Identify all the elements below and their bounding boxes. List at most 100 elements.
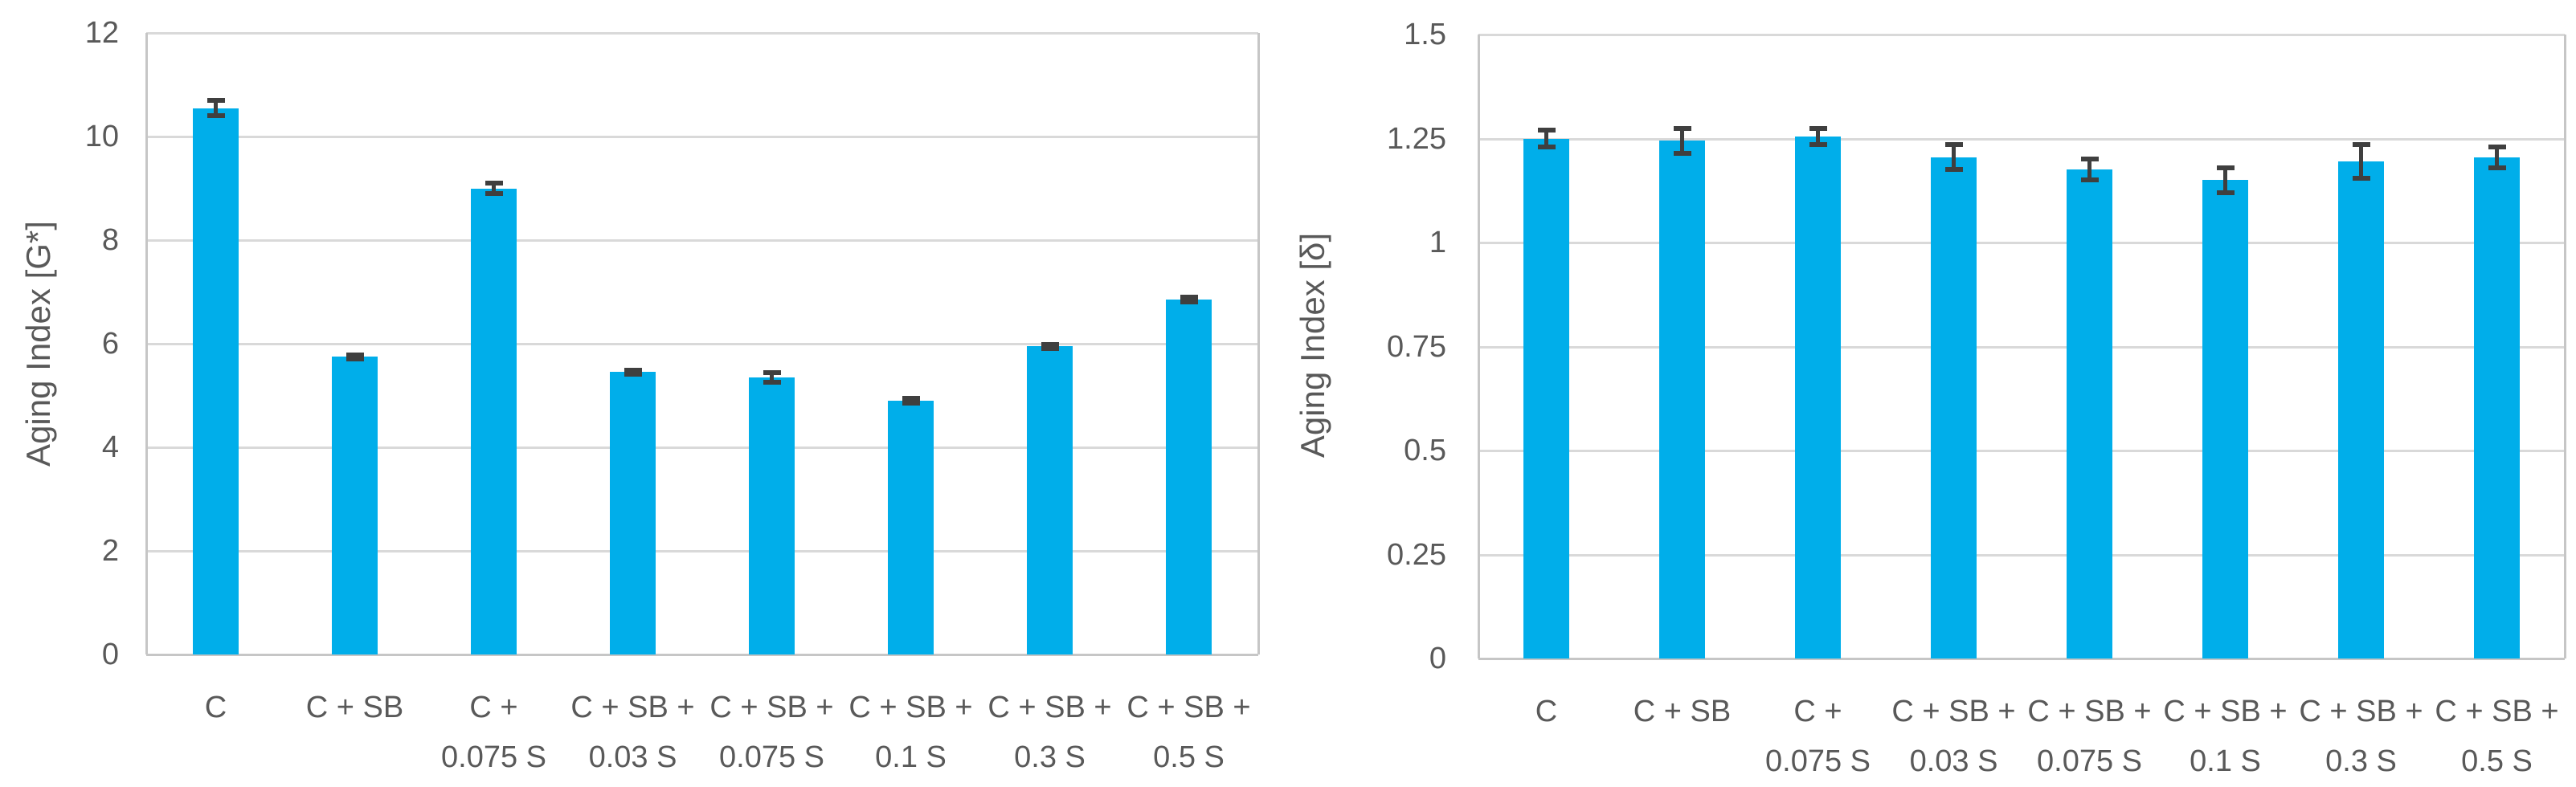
plot-right-border — [2564, 35, 2566, 659]
x-category-label: C + SB + 0.3 S — [980, 683, 1119, 787]
error-bar-bottom-cap — [1180, 300, 1198, 305]
x-axis-line — [1478, 658, 2565, 660]
error-bar-top-cap — [1537, 128, 1556, 133]
error-bar-top-cap — [1809, 125, 1827, 131]
error-bar-bottom-cap — [1944, 167, 1963, 173]
bar — [332, 357, 378, 654]
error-bar-top-cap — [346, 352, 364, 357]
x-category-label-line: 0.03 S — [1909, 744, 1998, 778]
gridline — [146, 136, 1258, 138]
x-category-label-line: C + SB + — [2435, 695, 2559, 728]
y-tick-label: 1.25 — [1387, 121, 1446, 156]
x-category-label-line: 0.03 S — [588, 740, 677, 774]
x-category-label: C + SB + 0.5 S — [2429, 687, 2565, 787]
error-bar — [2087, 159, 2091, 181]
x-category-label-line: C + SB + — [1126, 691, 1251, 724]
x-category-label-line: C + — [1793, 695, 1842, 728]
x-category-label: C + SB + 0.1 S — [841, 683, 980, 787]
x-category-label-line: C + SB — [1633, 695, 1732, 728]
error-bar-top-cap — [2080, 157, 2099, 162]
error-bar-bottom-cap — [2080, 177, 2099, 183]
x-category-label-line: C — [1535, 695, 1558, 728]
bar — [2338, 161, 2384, 659]
x-category-label-line: C + SB + — [2027, 695, 2152, 728]
y-tick-label: 1.5 — [1404, 18, 1446, 51]
error-bar-top-cap — [485, 181, 503, 186]
x-category-label-line: 0.075 S — [719, 740, 824, 774]
x-category-label: C + SB + 0.5 S — [1119, 683, 1258, 787]
x-category-label-line: 0.1 S — [875, 740, 947, 774]
x-category-label: C + SB + 0.03 S — [1886, 687, 2022, 787]
error-bar-top-cap — [1041, 341, 1059, 347]
error-bar-bottom-cap — [346, 356, 364, 361]
error-bar-bottom-cap — [2488, 165, 2506, 170]
x-category-label-line: 0.075 S — [2037, 744, 2142, 778]
bar — [2202, 180, 2248, 659]
x-category-label-line: C + SB + — [987, 691, 1112, 724]
error-bar-top-cap — [2216, 165, 2235, 170]
y-tick-label: 10 — [84, 120, 119, 153]
gridline — [146, 550, 1258, 553]
y-tick-label: 6 — [101, 327, 119, 361]
x-category-label-line: C + SB + — [2163, 695, 2288, 728]
x-category-label-line: 0.3 S — [1014, 740, 1086, 774]
error-bar-top-cap — [2488, 144, 2506, 149]
gridline — [1478, 137, 2565, 141]
gridline — [1478, 34, 2565, 36]
error-bar — [2359, 145, 2363, 178]
x-category-label: C + SB + 0.03 S — [563, 683, 702, 787]
x-category-label: C — [1478, 687, 1614, 787]
bar — [193, 108, 239, 654]
bar — [1523, 138, 1569, 659]
bar — [471, 188, 517, 654]
y-tick-label: 2 — [101, 534, 119, 568]
gridline — [146, 447, 1258, 449]
y-tick-label: 0.25 — [1387, 537, 1446, 572]
gridline — [1478, 345, 2565, 349]
error-bar-bottom-cap — [2216, 190, 2235, 195]
error-bar-bottom-cap — [902, 400, 920, 406]
x-category-label-line: 0.075 S — [1765, 744, 1871, 778]
error-bar-top-cap — [1180, 294, 1198, 300]
bar — [1027, 346, 1073, 654]
error-bar — [1544, 130, 1548, 147]
x-category-label-line: 0.3 S — [2325, 744, 2397, 778]
x-category-label-line: C + SB + — [848, 691, 973, 724]
bar — [2067, 169, 2112, 659]
error-bar-bottom-cap — [624, 372, 642, 377]
x-category-label: C + SB + 0.075 S — [2022, 687, 2157, 787]
error-bar-top-cap — [2352, 142, 2370, 148]
error-bar-top-cap — [624, 367, 642, 373]
x-category-label-line: 0.5 S — [2461, 744, 2533, 778]
x-category-label-line: 0.1 S — [2190, 744, 2261, 778]
x-category-label-line: C + — [469, 691, 518, 724]
error-bar — [492, 183, 496, 194]
bar — [1795, 136, 1841, 659]
gridline — [146, 239, 1258, 242]
error-bar — [1952, 145, 1956, 170]
y-tick-label: 0 — [1429, 642, 1446, 675]
gridline — [1478, 242, 2565, 244]
error-bar-bottom-cap — [1673, 150, 1691, 156]
error-bar-bottom-cap — [206, 113, 225, 119]
x-category-label-line: 0.075 S — [441, 740, 546, 774]
y-tick-label: 0.5 — [1404, 434, 1446, 467]
x-category-label: C + SB + 0.1 S — [2157, 687, 2293, 787]
bar — [610, 372, 656, 654]
bar — [888, 400, 934, 654]
x-category-label: C + SB — [1614, 687, 1750, 787]
x-category-label: C + SB + 0.3 S — [2293, 687, 2429, 787]
y-tick-label: 12 — [84, 16, 119, 50]
gridline — [146, 32, 1258, 35]
error-bar-bottom-cap — [2352, 175, 2370, 181]
x-category-label-line: C + SB + — [2299, 695, 2423, 728]
gridline — [146, 343, 1258, 345]
y-tick-label: 4 — [101, 430, 119, 464]
error-bar — [1816, 128, 1820, 145]
x-category-label: C + 0.075 S — [424, 683, 563, 787]
error-bar — [214, 100, 218, 116]
y-axis-line — [1478, 35, 1480, 659]
error-bar-bottom-cap — [1537, 144, 1556, 149]
x-category-label-line: C + SB + — [1891, 695, 2016, 728]
